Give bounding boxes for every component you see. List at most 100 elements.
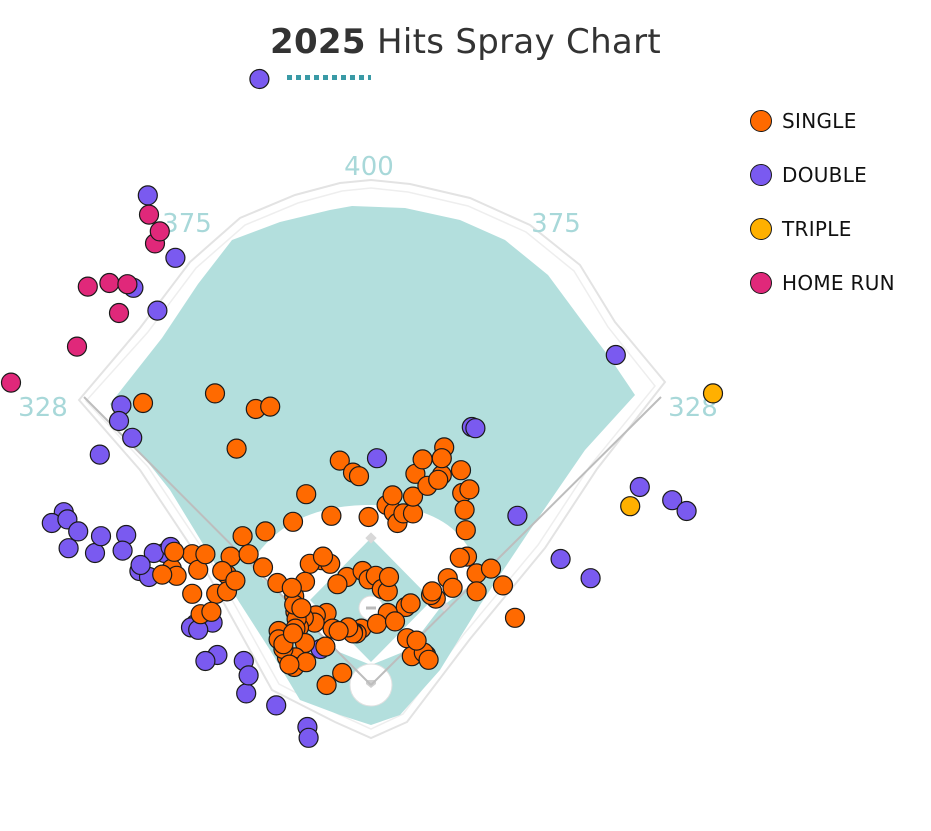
hit-point-double — [366, 448, 388, 469]
hit-point-single — [164, 541, 185, 562]
hit-point-single — [442, 577, 463, 598]
hit-point-double — [68, 521, 89, 542]
hit-point-single — [400, 593, 421, 614]
legend-swatch-single — [750, 110, 772, 132]
hit-point-single — [455, 520, 476, 541]
hit-point-single — [348, 466, 370, 487]
hit-point-single — [282, 623, 304, 644]
hit-point-single — [195, 544, 216, 565]
hit-point-single — [232, 526, 253, 547]
hit-point-single — [132, 392, 154, 414]
hit-point-double — [676, 500, 697, 522]
hit-point-single — [226, 438, 247, 459]
hit-point-double — [605, 344, 626, 366]
hit-point-single — [480, 558, 502, 579]
second-base — [365, 532, 377, 544]
hit-point-single — [291, 598, 312, 619]
hit-point-single — [204, 383, 226, 404]
hit-point-double — [465, 418, 486, 439]
legend-label-home-run: HOME RUN — [782, 271, 895, 295]
hit-point-single — [260, 396, 281, 417]
hit-point-single — [402, 503, 424, 524]
hit-point-double — [298, 727, 319, 748]
legend-label-double: DOUBLE — [782, 163, 868, 187]
hit-point-double — [108, 410, 130, 432]
distance-label-right-center: 375 — [531, 209, 581, 239]
hit-point-double — [195, 650, 216, 672]
hit-point-double — [130, 554, 151, 576]
hit-point-single — [238, 544, 259, 565]
legend-label-triple: TRIPLE — [782, 217, 852, 241]
hit-point-single — [316, 674, 337, 696]
hit-point-single — [492, 575, 514, 596]
hit-point-double — [580, 568, 601, 589]
hit-point-single — [406, 630, 427, 651]
hit-point-single — [315, 636, 336, 657]
outfield-wall — [77, 178, 667, 740]
legend-swatch-double — [750, 164, 772, 186]
hit-point-double — [84, 542, 106, 564]
hit-point-home-run — [117, 274, 138, 295]
distance-label-center: 400 — [344, 152, 394, 182]
hit-point-home-run — [149, 221, 170, 242]
hit-point-double — [266, 695, 287, 716]
chart-title-text: Hits Spray Chart — [376, 22, 661, 62]
hit-point-single — [321, 505, 342, 526]
hit-point-single — [378, 566, 400, 588]
hit-point-single — [281, 577, 302, 598]
hit-point-single — [454, 499, 475, 520]
hit-point-double — [249, 68, 270, 90]
hit-point-single — [327, 574, 348, 595]
hit-point-single — [279, 654, 300, 675]
hit-point-single — [466, 581, 487, 602]
hit-point-single — [296, 484, 317, 505]
hit-point-single — [255, 521, 276, 542]
hit-point-single — [225, 570, 246, 591]
hit-point-double — [662, 490, 683, 511]
hit-point-home-run — [66, 336, 88, 357]
distance-label-left-center: 375 — [162, 209, 212, 239]
legend-swatch-home-run — [750, 272, 772, 294]
hit-point-double — [122, 427, 143, 448]
hit-point-double — [238, 665, 259, 686]
hit-point-single — [431, 448, 452, 469]
hit-point-double — [137, 185, 158, 206]
hit-point-home-run — [108, 302, 130, 324]
hit-point-double — [89, 444, 110, 465]
hit-point-single — [412, 449, 433, 470]
hit-point-single — [358, 506, 379, 528]
legend-item-single: SINGLE — [750, 108, 895, 162]
hit-point-single — [282, 511, 304, 532]
hit-point-single — [428, 469, 449, 490]
hit-point-single — [450, 460, 472, 481]
hit-point-home-run — [77, 276, 98, 297]
legend-item-home-run: HOME RUN — [750, 270, 895, 324]
hit-point-single — [312, 546, 334, 567]
hit-point-home-run — [99, 272, 120, 294]
hit-point-single — [328, 620, 349, 642]
hit-point-double — [236, 683, 257, 704]
hit-point-single — [384, 611, 406, 632]
legend-swatch-triple — [750, 218, 772, 240]
hit-point-single — [449, 547, 470, 568]
hit-point-single — [418, 649, 439, 670]
hit-point-home-run — [138, 204, 160, 225]
hit-point-single — [366, 613, 388, 634]
hit-point-double — [90, 526, 112, 547]
hit-point-single — [252, 557, 274, 578]
hit-point-home-run — [0, 372, 22, 393]
hit-point-single — [402, 486, 424, 507]
hit-point-double — [165, 247, 186, 268]
distance-label-left-line: 328 — [18, 393, 68, 423]
chart-title: 2025 Hits Spray Chart — [0, 22, 931, 62]
hit-point-single — [422, 581, 443, 602]
hit-point-triple — [702, 383, 724, 404]
hit-point-single — [201, 601, 222, 622]
legend-item-double: DOUBLE — [750, 162, 895, 216]
hit-point-triple — [620, 496, 641, 517]
hit-point-double — [550, 548, 571, 570]
hit-point-single — [152, 564, 173, 585]
hit-point-double — [147, 300, 168, 321]
hit-point-single — [329, 450, 350, 471]
